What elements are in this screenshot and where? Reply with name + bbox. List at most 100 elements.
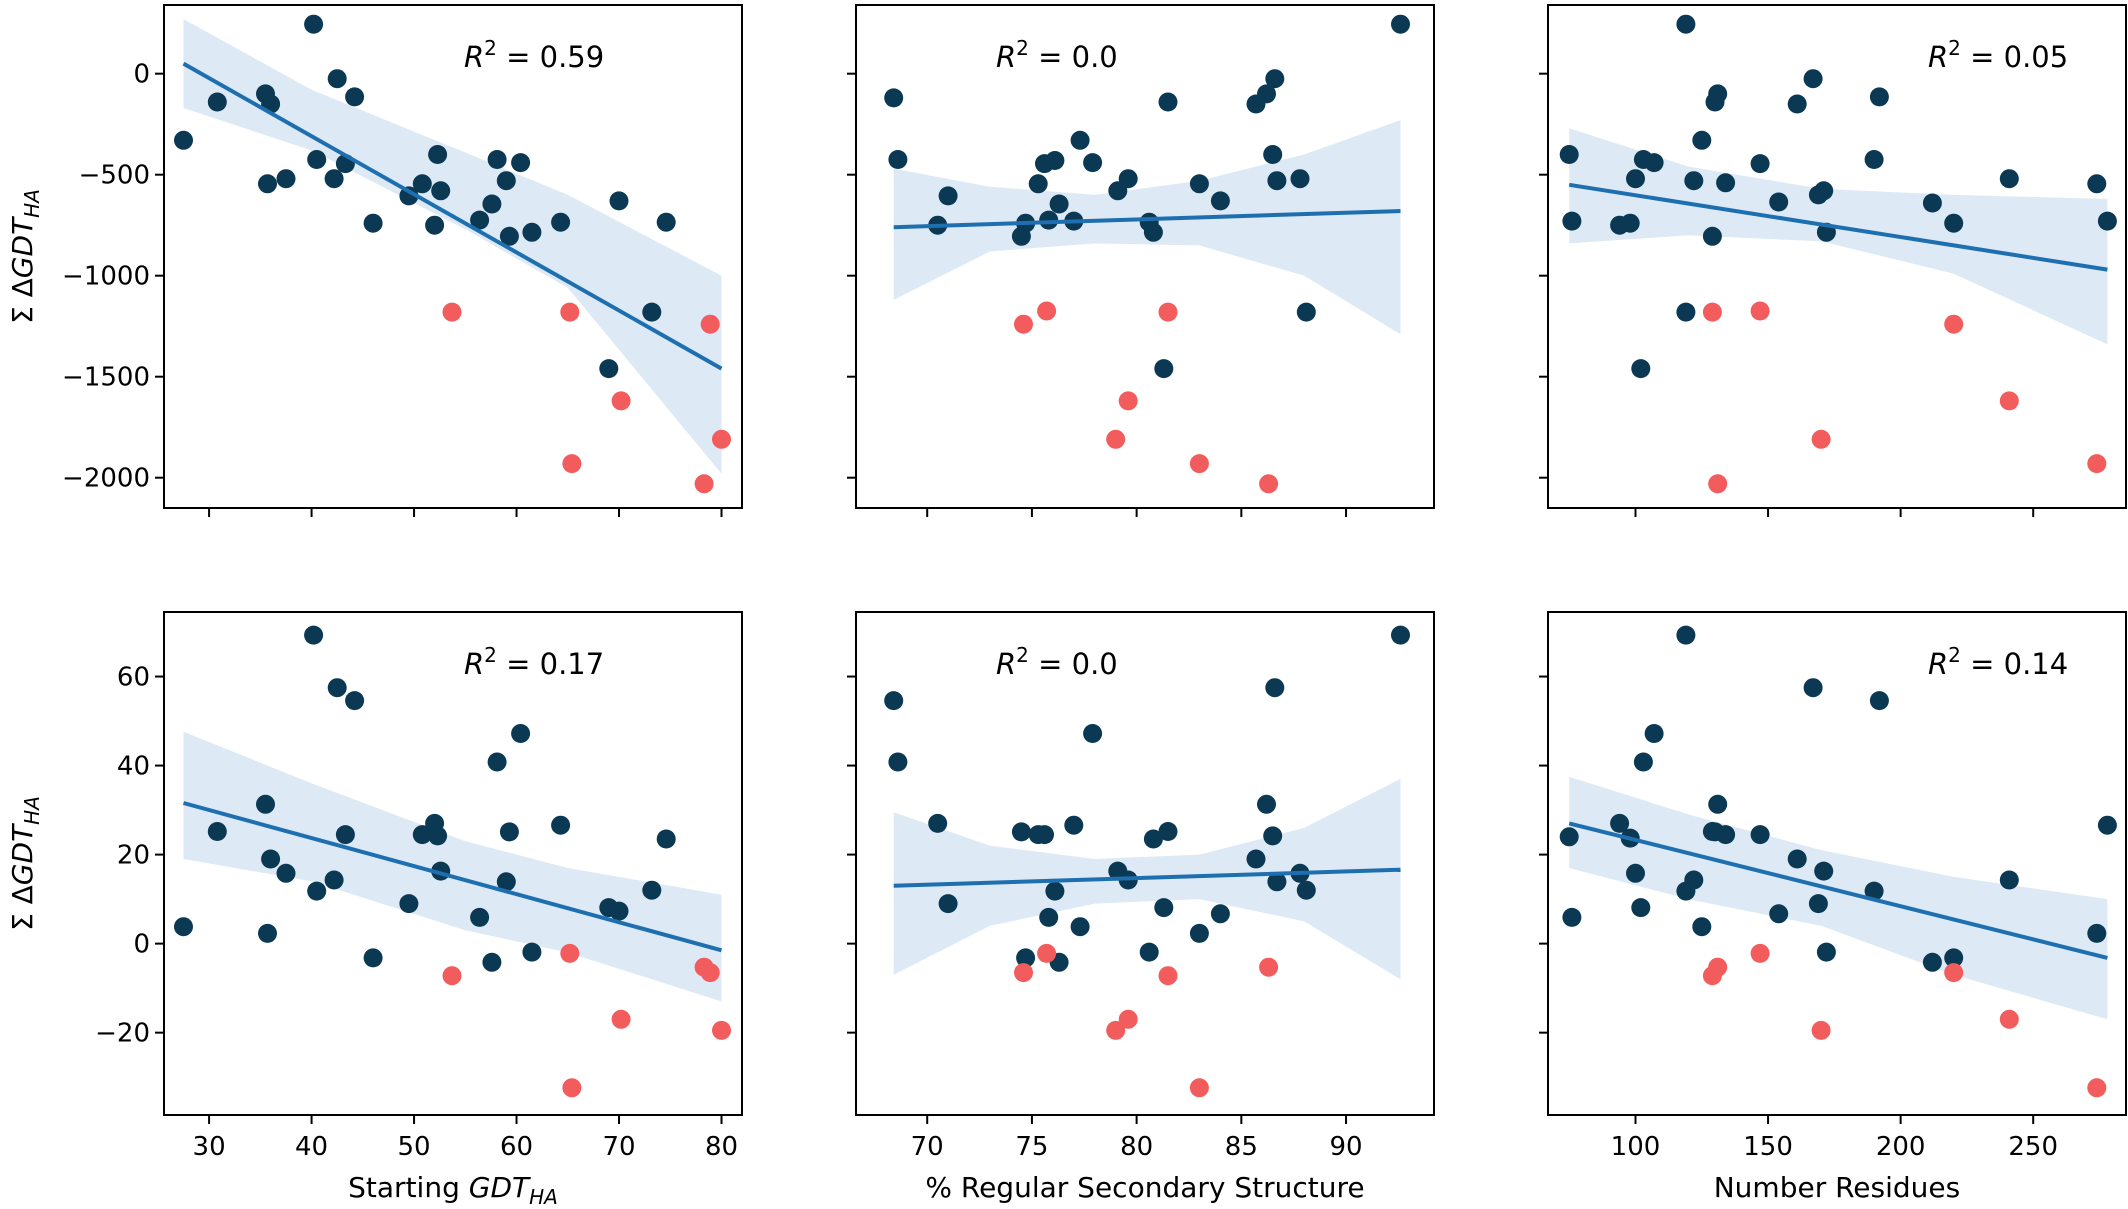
regression-line [182,61,723,371]
data-point [258,923,277,943]
r-squared-label: R2 = 0.05 [1928,36,2068,74]
x-tick-label: 70 [602,1132,635,1162]
axes-frame [855,611,1435,1116]
data-point [1039,210,1059,230]
y-tick-label: −500 [79,161,150,191]
data-point [1769,904,1789,924]
data-point [1189,923,1209,943]
regression-line [1568,821,2108,960]
data-point [1210,904,1230,924]
data-point [496,171,516,191]
data-point [1620,213,1640,233]
axes-frame [1547,611,2127,1116]
data-point [1676,625,1696,645]
data-point [1265,69,1285,89]
data-point [487,752,507,772]
data-point [928,813,948,833]
confidence-band [183,731,722,1002]
data-point-outlier [560,943,580,963]
data-point [345,87,365,107]
x-tick-label: 80 [705,1132,738,1162]
data-point [399,186,419,206]
data-point-outlier [1189,454,1209,474]
data-point [1028,174,1048,194]
x-axis-label-text: Number Residues [1714,1171,1961,1204]
x-tick-label: 150 [1743,1132,1793,1162]
data-point-outlier [1037,301,1057,321]
y-tick-label: 20 [117,841,150,871]
data-point-outlier [1750,301,1770,321]
data-point [363,213,383,233]
data-point [1692,917,1712,937]
data-point [304,14,324,34]
data-point [1070,130,1090,150]
data-point [1999,169,2019,189]
data-point [1158,92,1178,112]
x-tick-label: 30 [193,1132,226,1162]
data-point [1626,863,1645,883]
data-point [1049,194,1069,214]
confidence-band [183,19,722,474]
x-tick-label: 80 [1120,1132,1153,1162]
data-point [1787,849,1807,869]
data-point [1045,151,1065,170]
r-squared-label: R2 = 0.17 [464,643,604,681]
y-axis-label: Σ ΔGDTHA [6,189,44,324]
data-point [470,907,490,927]
data-point-outlier [1750,943,1770,963]
data-point [1263,145,1283,164]
data-point-outlier [1259,957,1279,977]
regression-line [893,209,1401,230]
data-point [174,130,193,150]
x-tick-label: 70 [911,1132,944,1162]
data-point [496,872,516,892]
data-point [399,894,419,914]
data-point-outlier [1702,302,1722,322]
y-tick-label: −20 [95,1019,150,1049]
x-tick-label: 100 [1611,1132,1661,1162]
regression-line [1568,182,2108,272]
data-point [1559,827,1579,847]
data-point [1562,907,1582,927]
data-point [551,815,571,835]
data-point [599,359,619,379]
data-point [487,150,507,169]
data-point [307,150,327,169]
data-point [642,302,662,322]
subplot-top-right: R2 = 0.05 [1539,4,2127,517]
data-point [642,880,662,900]
data-point [327,69,347,89]
y-axis-label: Σ ΔGDTHA [6,796,44,931]
data-point [174,917,193,937]
data-point [656,212,676,232]
data-point [1708,794,1728,814]
data-point [511,153,531,173]
data-point [1257,794,1276,814]
data-point-outlier [700,314,720,334]
data-point [1631,359,1651,379]
data-point-outlier [442,966,462,986]
data-point [1562,211,1582,231]
subplot-top-left: 0 −500 −1000 −1500 −2000 R2 = 0.59 Σ ΔGDTHA [6,4,743,517]
data-point [1769,192,1789,212]
data-point [884,691,904,711]
data-point [609,191,629,211]
data-point [1814,181,1834,201]
data-point [335,825,355,845]
x-tick-label: 40 [295,1132,328,1162]
y-tick-label: −1500 [62,363,150,393]
data-point [1267,872,1287,892]
data-point-outlier [611,1009,631,1029]
data-point [2097,815,2117,835]
x-axis-label-text: % Regular Secondary Structure [925,1171,1364,1204]
subplot-top-middle: R2 = 0.0 [847,4,1435,517]
data-point [1922,952,1942,972]
axes-frame [1547,4,2127,509]
data-point [1143,829,1163,849]
y-tick-label: −1000 [62,262,150,292]
data-point-outlier [1118,391,1138,411]
data-point-outlier [1708,957,1728,977]
data-point [1869,87,1889,107]
r-squared-value: 0.0 [1072,647,1118,681]
data-point [1143,222,1163,242]
